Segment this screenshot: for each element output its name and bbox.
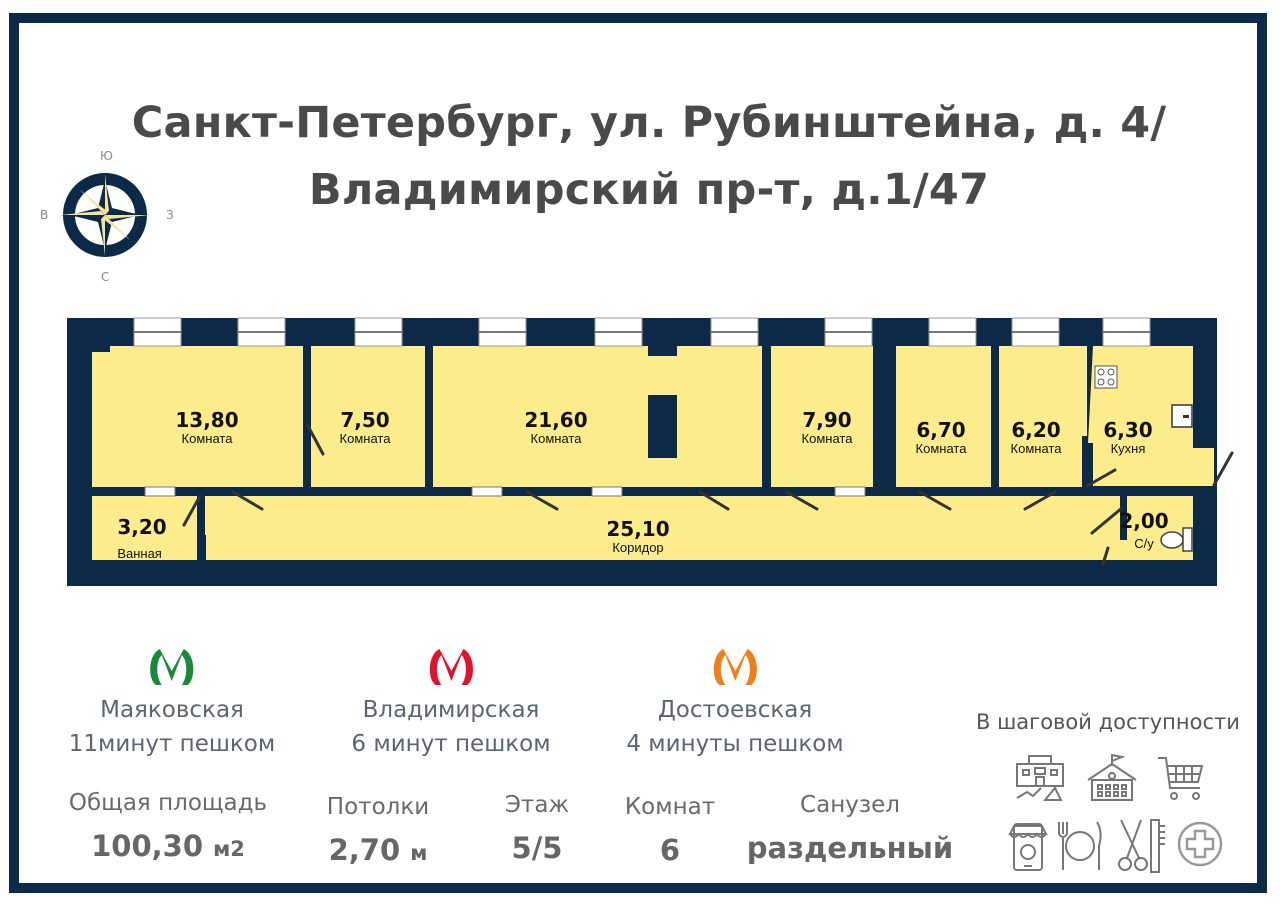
room-name: Комната — [530, 431, 582, 446]
stat-label: Потолки — [326, 794, 430, 820]
stat-total-area: Общая площадь 100,30 м2 — [69, 788, 267, 869]
stat-rooms: Комнат 6 — [625, 792, 715, 870]
room-label-6-20: 6,20 Комната — [1011, 419, 1062, 456]
room-name: Комната — [1010, 441, 1062, 456]
nearby-title: В шаговой доступности — [976, 710, 1240, 734]
room-label-7-50: 7,50 Комната — [340, 409, 391, 446]
metro-walk-time: 6 минут пешком — [351, 731, 551, 757]
room-area: 6,20 — [1011, 418, 1061, 442]
stat-value: 6 — [659, 833, 681, 867]
school-icon — [1087, 754, 1137, 801]
stat-bathroom: Санузел раздельный — [747, 790, 953, 868]
metro-logo-icon — [713, 649, 757, 685]
metro-walk-time: 11минут пешком — [68, 731, 276, 757]
room-label-13-80: 13,80 Комната — [175, 409, 238, 446]
barber-scissors-comb-icon — [1118, 819, 1165, 873]
room-area: 2,00 — [1119, 509, 1169, 533]
room-area: 7,50 — [340, 408, 390, 432]
room-name: Ванная — [117, 546, 162, 561]
compass-right-label: З — [166, 208, 174, 222]
kindergarten-icon — [1016, 755, 1064, 801]
room-area: 6,30 — [1103, 418, 1153, 442]
stat-value: 2,70 м — [328, 833, 428, 867]
metro-station-mayakovskaya: Маяковская 11минут пешком — [69, 645, 275, 761]
metro-station-vladimirskaya: Владимирская 6 минут пешком — [351, 645, 551, 761]
stat-value: 100,30 м2 — [91, 829, 245, 863]
metro-logo-icon — [150, 649, 194, 685]
shopping-cart-icon — [1158, 757, 1204, 800]
room-label-wc: 2,00 С/у — [1119, 510, 1168, 551]
online-shop-icon — [1008, 823, 1048, 871]
compass-rose-icon — [60, 173, 150, 257]
room-label-bathroom: 3,20 Ванная — [117, 516, 166, 561]
room-name: Комната — [801, 431, 853, 446]
stat-label: Этаж — [504, 792, 570, 818]
stat-value: 5/5 — [511, 831, 563, 865]
room-name: Комната — [915, 441, 967, 456]
room-name: Комната — [339, 431, 391, 446]
metro-station-name: Владимирская — [362, 697, 540, 723]
metro-station-name: Достоевская — [657, 697, 813, 723]
room-area: 21,60 — [524, 408, 588, 432]
room-area: 3,20 — [117, 515, 167, 539]
room-label-21-60: 21,60 Комната — [524, 409, 587, 446]
room-name: Комната — [181, 431, 233, 446]
room-label-6-70: 6,70 Комната — [916, 419, 967, 456]
room-label-7-90: 7,90 Комната — [802, 409, 853, 446]
address-title-line1: Санкт-Петербург, ул. Рубинштейна, д. 4/ — [131, 98, 1167, 148]
page-frame — [9, 13, 1267, 893]
room-name: Коридор — [612, 540, 664, 555]
room-area: 7,90 — [802, 408, 852, 432]
room-area: 13,80 — [175, 408, 239, 432]
address-title-line2: Владимирский пр-т, д.1/47 — [308, 165, 990, 215]
compass-left-label: В — [40, 208, 49, 222]
stat-label: Комнат — [624, 794, 716, 820]
room-area: 25,10 — [606, 517, 670, 541]
compass-bottom-label: С — [101, 270, 110, 284]
stat-value: раздельный — [746, 831, 954, 865]
room-name: С/у — [1134, 536, 1154, 551]
metro-logo-icon — [429, 649, 473, 685]
metro-station-dostoevskaya: Достоевская 4 минуты пешком — [626, 645, 844, 761]
room-label-kitchen: 6,30 Кухня — [1103, 419, 1152, 456]
metro-station-name: Маяковская — [100, 697, 244, 723]
room-area: 6,70 — [916, 418, 966, 442]
medical-cross-icon — [1177, 821, 1223, 867]
room-label-corridor: 25,10 Коридор — [606, 518, 669, 555]
restaurant-icon — [1058, 821, 1102, 870]
metro-walk-time: 4 минуты пешком — [626, 731, 844, 757]
stat-label: Общая площадь — [68, 790, 268, 816]
stat-ceilings: Потолки 2,70 м — [327, 792, 429, 873]
stat-label: Санузел — [800, 792, 900, 818]
stat-floor: Этаж 5/5 — [505, 790, 569, 868]
compass-top-label: Ю — [100, 149, 113, 163]
room-name: Кухня — [1110, 441, 1146, 456]
